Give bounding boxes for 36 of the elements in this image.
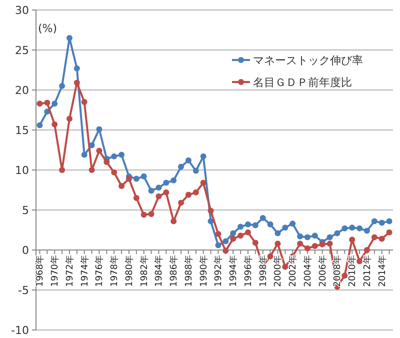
x-tick-label: 1980年 (124, 255, 135, 287)
ylabel: (%) (38, 22, 58, 35)
y-tick-label: 15 (15, 124, 29, 137)
x-tick-label: 2000年 (272, 255, 284, 287)
x-tick-label: 2014年 (376, 255, 388, 287)
y-tick-label: -10 (11, 324, 29, 337)
x-tick-label: 1992年 (213, 255, 224, 287)
x-tick-label: 1988年 (183, 255, 194, 287)
y-tick-label: 5 (22, 204, 29, 217)
x-tick-label: 1978年 (109, 255, 120, 287)
x-tick-label: 1986年 (168, 255, 180, 287)
x-tick-label: 1994年 (228, 255, 240, 287)
x-tick-label: 2002年 (288, 255, 299, 287)
x-tick-label: 1996年 (242, 255, 254, 287)
x-tick-label: 1984年 (154, 255, 165, 287)
y-tick-label: 30 (15, 4, 29, 17)
y-tick-label: -5 (18, 284, 29, 297)
x-tick-label: 1970年 (50, 255, 61, 287)
x-tick-label: 1976年 (94, 255, 106, 287)
x-tick-label: 2004年 (302, 255, 314, 287)
x-tick-label: 1990年 (198, 255, 210, 287)
x-tick-label: 1968年 (34, 255, 46, 287)
x-tick-label: 1998年 (258, 255, 269, 287)
x-tick-label: 2006年 (317, 255, 328, 287)
y-tick-label: 25 (15, 44, 29, 57)
x-tick-label: 2010年 (347, 255, 358, 287)
x-tick-label: 2008年 (332, 255, 344, 287)
y-tick-label: 10 (15, 164, 29, 177)
legend-label: 名目ＧＤＰ前年度比 (253, 76, 352, 89)
x-tick-label: 1982年 (138, 255, 150, 287)
y-tick-label: 20 (15, 84, 29, 97)
legend-label: マネーストック伸び率 (253, 54, 363, 67)
x-tick-label: 1974年 (79, 255, 90, 287)
y-tick-label: 0 (22, 244, 29, 257)
x-tick-label: 1972年 (64, 255, 76, 287)
x-tick-label: 2012年 (362, 255, 373, 287)
